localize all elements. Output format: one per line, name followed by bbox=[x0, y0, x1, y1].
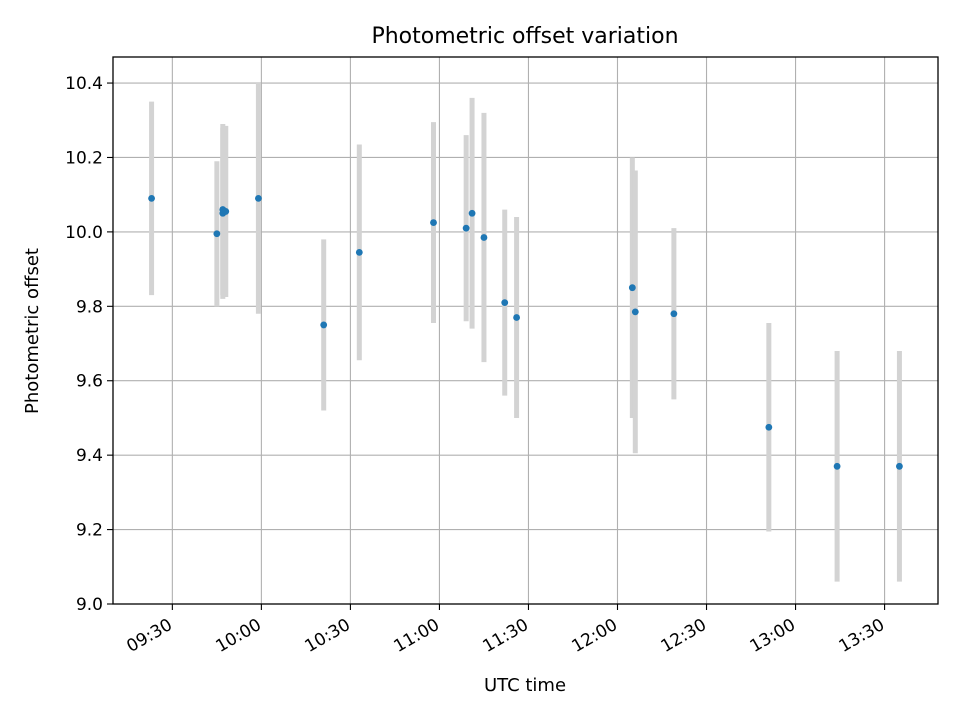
data-point bbox=[480, 234, 488, 241]
data-point bbox=[320, 321, 328, 329]
grid bbox=[113, 57, 938, 605]
chart-title: Photometric offset variation bbox=[371, 24, 678, 49]
data-point bbox=[896, 462, 903, 470]
data-point bbox=[513, 314, 520, 321]
y-tick-label: 10.2 bbox=[65, 148, 103, 168]
y-tick-label: 10.4 bbox=[65, 74, 103, 94]
y-tick-label: 9.8 bbox=[76, 297, 103, 317]
y-tick-label: 9.2 bbox=[76, 521, 103, 541]
data-point bbox=[631, 308, 639, 316]
plot-frame bbox=[112, 56, 939, 605]
data-point bbox=[148, 195, 155, 202]
data-point bbox=[765, 423, 773, 431]
data-point bbox=[255, 195, 262, 202]
x-axis-label: UTC time bbox=[484, 675, 566, 696]
data-point bbox=[222, 208, 230, 215]
data-point bbox=[355, 248, 363, 256]
y-tick-label: 9.6 bbox=[76, 372, 103, 392]
y-tick-label: 10.0 bbox=[65, 223, 103, 243]
data-point bbox=[430, 219, 437, 226]
data-point bbox=[670, 310, 678, 318]
data-point bbox=[468, 209, 476, 217]
data-point bbox=[628, 284, 636, 292]
data-point bbox=[462, 224, 470, 232]
data-points bbox=[148, 195, 903, 470]
y-tick-label: 9.0 bbox=[76, 595, 103, 615]
data-point bbox=[213, 230, 221, 238]
y-axis-label: Photometric offset bbox=[22, 248, 43, 414]
data-point bbox=[833, 462, 841, 470]
y-tick-label: 9.4 bbox=[76, 446, 103, 466]
data-point bbox=[501, 299, 509, 306]
